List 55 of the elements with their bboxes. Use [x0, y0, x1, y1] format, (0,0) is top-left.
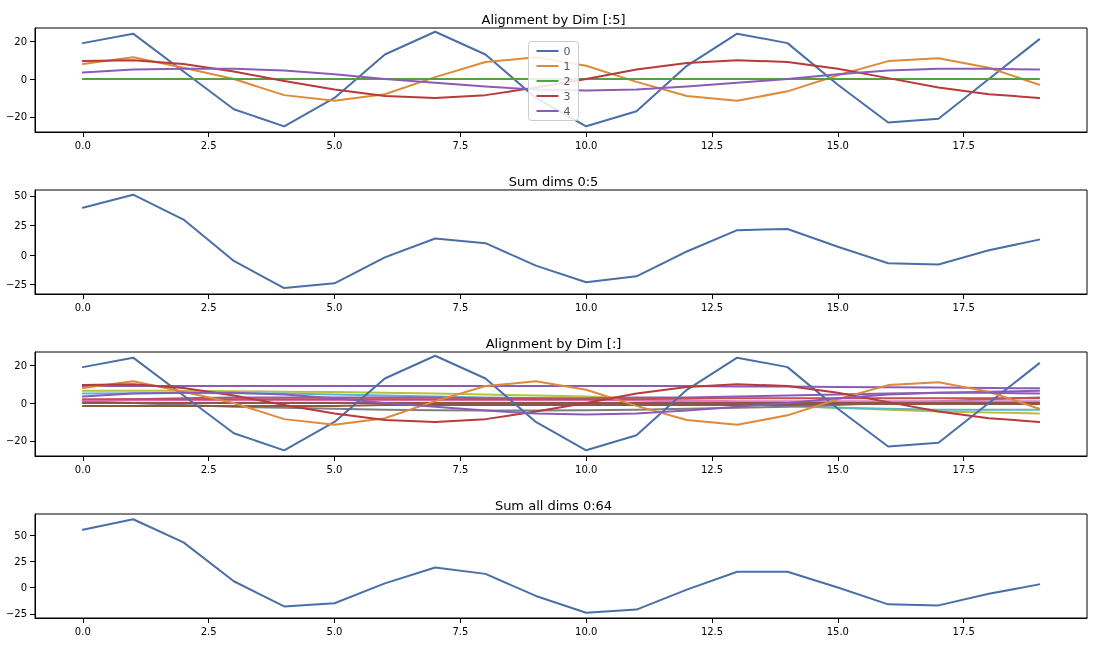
x-tick-label: 17.5 — [952, 625, 975, 637]
y-tick-label: 0 — [20, 73, 27, 85]
x-tick-label: 17.5 — [952, 463, 975, 475]
x-tick-label: 7.5 — [452, 139, 469, 151]
y-tick-label: 20 — [14, 35, 27, 47]
x-tick-label: 0.0 — [74, 463, 91, 475]
x-tick-label: 7.5 — [452, 625, 469, 637]
legend-label: 1 — [563, 59, 571, 73]
x-tick-label: 2.5 — [200, 463, 217, 475]
y-tick-label: 50 — [14, 190, 27, 202]
chart-title: Sum all dims 0:64 — [494, 498, 613, 513]
y-tick-label: 25 — [14, 219, 27, 231]
x-tick-label: 5.0 — [326, 301, 343, 313]
legend-label: 3 — [563, 89, 571, 103]
x-tick-label: 0.0 — [74, 301, 91, 313]
y-tick-label: 25 — [14, 555, 27, 567]
y-tick-label: 20 — [14, 359, 27, 371]
x-tick-label: 12.5 — [700, 301, 724, 313]
x-tick-label: 7.5 — [452, 301, 469, 313]
x-tick-label: 15.0 — [826, 301, 849, 313]
y-tick-label: 0 — [20, 249, 27, 261]
x-tick-label: 17.5 — [952, 139, 975, 151]
x-tick-label: 10.0 — [575, 463, 598, 475]
x-tick-label: 10.0 — [575, 301, 598, 313]
x-tick-label: 5.0 — [326, 625, 343, 637]
x-tick-label: 2.5 — [200, 139, 217, 151]
legend-label: 2 — [563, 74, 571, 88]
y-tick-label: −25 — [5, 608, 27, 620]
y-tick-label: −20 — [5, 435, 27, 447]
y-tick-label: 0 — [20, 397, 27, 409]
y-tick-label: 0 — [20, 582, 27, 594]
x-tick-label: 15.0 — [826, 625, 849, 637]
legend-label: 0 — [563, 44, 571, 58]
x-tick-label: 5.0 — [326, 139, 343, 151]
x-tick-label: 15.0 — [826, 139, 849, 151]
chart-title: Alignment by Dim [:] — [485, 336, 622, 351]
x-tick-label: 5.0 — [326, 463, 343, 475]
x-tick-label: 2.5 — [200, 625, 217, 637]
x-tick-label: 7.5 — [452, 463, 469, 475]
x-tick-label: 15.0 — [826, 463, 849, 475]
chart-title: Alignment by Dim [:5] — [481, 12, 626, 27]
x-tick-label: 10.0 — [575, 625, 598, 637]
x-tick-label: 12.5 — [700, 463, 724, 475]
x-tick-label: 0.0 — [74, 139, 91, 151]
x-tick-label: 17.5 — [952, 301, 975, 313]
x-tick-label: 2.5 — [200, 301, 217, 313]
x-tick-label: 0.0 — [74, 625, 91, 637]
chart-title: Sum dims 0:5 — [508, 174, 599, 189]
y-tick-label: 50 — [14, 529, 27, 541]
y-tick-label: −20 — [5, 111, 27, 123]
x-tick-label: 10.0 — [575, 139, 598, 151]
x-tick-label: 12.5 — [700, 625, 724, 637]
x-tick-label: 12.5 — [700, 139, 724, 151]
legend-label: 4 — [563, 104, 571, 118]
y-tick-label: −25 — [5, 279, 27, 291]
